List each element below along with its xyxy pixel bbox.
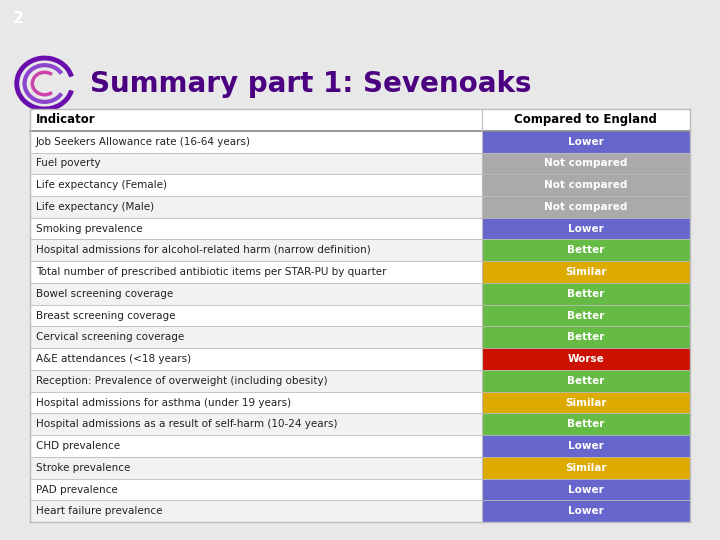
Bar bbox=[482, 305, 690, 327]
Text: Smoking prevalence: Smoking prevalence bbox=[36, 224, 143, 234]
Text: Heart failure prevalence: Heart failure prevalence bbox=[36, 507, 163, 516]
Bar bbox=[482, 131, 690, 152]
Text: Similar: Similar bbox=[565, 267, 607, 277]
Bar bbox=[482, 435, 690, 457]
Text: Lower: Lower bbox=[568, 441, 604, 451]
Text: Not compared: Not compared bbox=[544, 158, 628, 168]
Text: Life expectancy (Female): Life expectancy (Female) bbox=[36, 180, 167, 190]
Bar bbox=[30, 501, 482, 522]
Text: Stroke prevalence: Stroke prevalence bbox=[36, 463, 130, 473]
Text: Hospital admissions as a result of self-harm (10-24 years): Hospital admissions as a result of self-… bbox=[36, 419, 338, 429]
Bar bbox=[482, 478, 690, 501]
Text: Better: Better bbox=[567, 310, 605, 321]
Text: Better: Better bbox=[567, 245, 605, 255]
Text: Total number of prescribed antibiotic items per STAR-PU by quarter: Total number of prescribed antibiotic it… bbox=[36, 267, 387, 277]
Bar bbox=[482, 457, 690, 478]
Bar bbox=[482, 348, 690, 370]
Text: Bowel screening coverage: Bowel screening coverage bbox=[36, 289, 174, 299]
Bar bbox=[30, 478, 482, 501]
Bar bbox=[30, 327, 482, 348]
Text: Hospital admissions for asthma (under 19 years): Hospital admissions for asthma (under 19… bbox=[36, 397, 291, 408]
Bar bbox=[482, 392, 690, 414]
Bar bbox=[30, 283, 482, 305]
Bar bbox=[30, 370, 482, 392]
Bar bbox=[30, 392, 482, 414]
Text: Reception: Prevalence of overweight (including obesity): Reception: Prevalence of overweight (inc… bbox=[36, 376, 328, 386]
Text: Better: Better bbox=[567, 332, 605, 342]
Bar bbox=[482, 174, 690, 196]
Text: Breast screening coverage: Breast screening coverage bbox=[36, 310, 176, 321]
Text: Better: Better bbox=[567, 376, 605, 386]
Text: CHD prevalence: CHD prevalence bbox=[36, 441, 120, 451]
Bar bbox=[30, 131, 482, 152]
Bar bbox=[30, 109, 690, 522]
Text: Fuel poverty: Fuel poverty bbox=[36, 158, 101, 168]
Bar bbox=[30, 305, 482, 327]
Text: Lower: Lower bbox=[568, 484, 604, 495]
Text: A&E attendances (<18 years): A&E attendances (<18 years) bbox=[36, 354, 191, 364]
Bar bbox=[30, 109, 690, 131]
Text: Not compared: Not compared bbox=[544, 202, 628, 212]
Bar bbox=[482, 283, 690, 305]
Bar bbox=[30, 174, 482, 196]
Bar bbox=[482, 239, 690, 261]
Text: Similar: Similar bbox=[565, 397, 607, 408]
Text: Better: Better bbox=[567, 419, 605, 429]
Bar bbox=[482, 261, 690, 283]
Text: Life expectancy (Male): Life expectancy (Male) bbox=[36, 202, 154, 212]
Text: Compared to England: Compared to England bbox=[515, 113, 657, 126]
Text: Hospital admissions for alcohol-related harm (narrow definition): Hospital admissions for alcohol-related … bbox=[36, 245, 371, 255]
Text: Summary part 1: Sevenoaks: Summary part 1: Sevenoaks bbox=[90, 70, 531, 98]
Bar bbox=[30, 218, 482, 239]
Text: Lower: Lower bbox=[568, 507, 604, 516]
Bar bbox=[30, 196, 482, 218]
Bar bbox=[482, 370, 690, 392]
Bar bbox=[30, 435, 482, 457]
Text: 2: 2 bbox=[13, 11, 24, 26]
Bar bbox=[482, 152, 690, 174]
Bar bbox=[482, 196, 690, 218]
Text: Worse: Worse bbox=[567, 354, 604, 364]
Text: Better: Better bbox=[567, 289, 605, 299]
Bar bbox=[30, 152, 482, 174]
Text: Job Seekers Allowance rate (16-64 years): Job Seekers Allowance rate (16-64 years) bbox=[36, 137, 251, 147]
Bar bbox=[482, 327, 690, 348]
Bar bbox=[482, 414, 690, 435]
Bar bbox=[30, 457, 482, 478]
Text: PAD prevalence: PAD prevalence bbox=[36, 484, 118, 495]
Text: Similar: Similar bbox=[565, 463, 607, 473]
Text: Cervical screening coverage: Cervical screening coverage bbox=[36, 332, 184, 342]
Bar bbox=[30, 239, 482, 261]
Text: Lower: Lower bbox=[568, 137, 604, 147]
Bar bbox=[482, 501, 690, 522]
Bar bbox=[30, 348, 482, 370]
Bar bbox=[30, 261, 482, 283]
Text: Not compared: Not compared bbox=[544, 180, 628, 190]
Text: Lower: Lower bbox=[568, 224, 604, 234]
Text: Indicator: Indicator bbox=[36, 113, 96, 126]
Bar bbox=[482, 218, 690, 239]
Bar bbox=[30, 414, 482, 435]
